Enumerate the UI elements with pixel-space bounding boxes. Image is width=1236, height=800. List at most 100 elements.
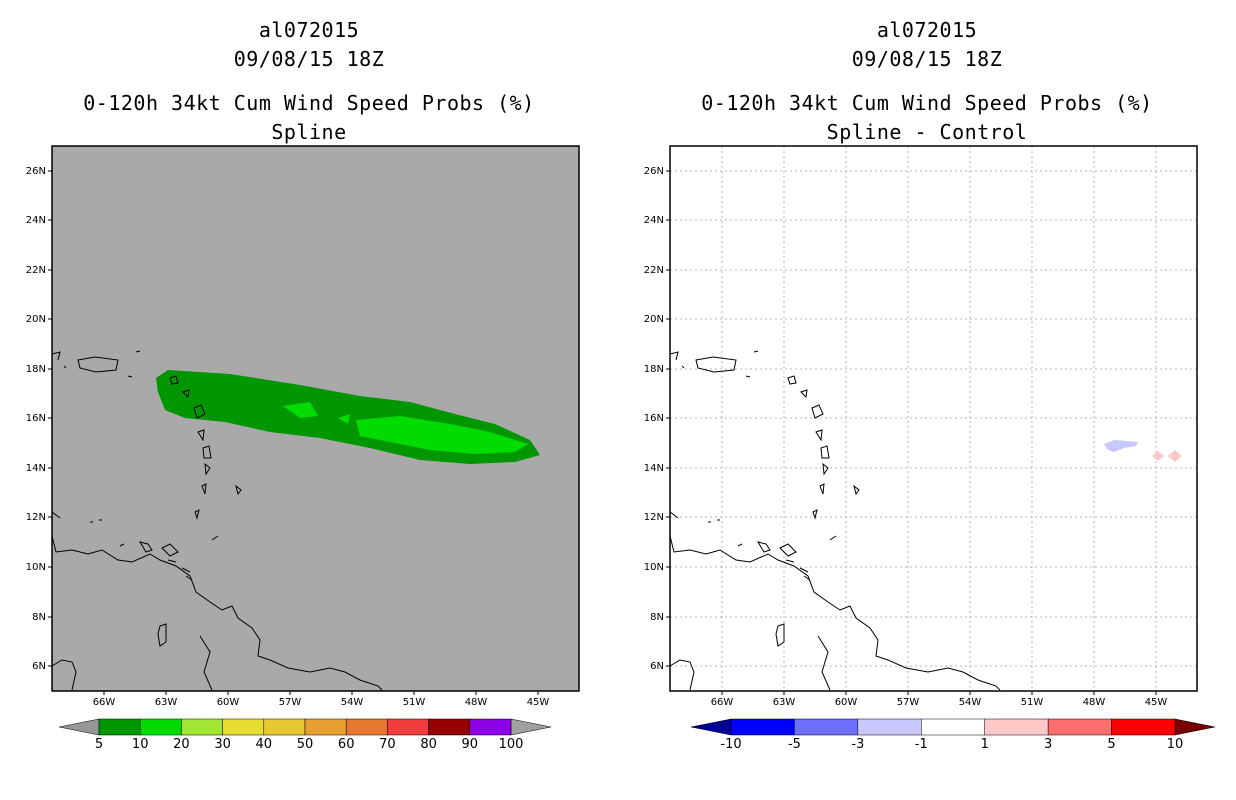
lat-label: 24N [26, 215, 46, 226]
positive-diff-patch-2 [1168, 450, 1182, 462]
colorbar-label: 100 [499, 737, 524, 752]
lat-label: 24N [644, 215, 664, 226]
lat-label: 10N [644, 562, 664, 573]
lat-label: 8N [32, 612, 46, 623]
colorbar-label: -5 [788, 737, 801, 752]
colorbar-swatch [345, 718, 388, 736]
lat-label: 20N [644, 314, 664, 325]
right-map-svg: 26N 24N 22N 20N 18N 16N 14N 12N 10N 8N 6N 66W 63W 60… [644, 145, 1216, 752]
longitude-axis: 66W 63W 60W 57W 54W 51W 48W 45W [93, 691, 549, 708]
lon-label: 57W [279, 697, 302, 708]
lat-label: 14N [644, 463, 664, 474]
colorbar-swatch [139, 718, 182, 736]
colorbar-label: 50 [297, 737, 314, 752]
map-background [670, 146, 1197, 691]
colorbar-label: 40 [256, 737, 273, 752]
lat-label: 6N [650, 661, 664, 672]
lat-label: 20N [26, 314, 46, 325]
grid-lines [670, 146, 1197, 691]
colorbar-label: 5 [95, 737, 103, 752]
probability-colorbar: 5 10 20 30 40 50 60 70 80 90 100 [58, 718, 552, 752]
lon-label: 60W [217, 697, 240, 708]
colorbar-swatch [921, 718, 985, 736]
colorbar-swatch [181, 718, 223, 736]
colorbar-swatch [304, 718, 347, 736]
colorbar-label: 20 [173, 737, 190, 752]
right-map-panel: al072015 09/08/15 18Z 0-120h 34kt Cum Wi… [618, 0, 1236, 800]
lat-label: 14N [26, 463, 46, 474]
colorbar-under-arrow [58, 718, 100, 736]
lat-label: 18N [644, 364, 664, 375]
colorbar-swatch [428, 718, 471, 736]
lat-label: 8N [650, 612, 664, 623]
colorbar-label: 5 [1107, 737, 1115, 752]
colorbar-label: 10 [132, 737, 149, 752]
subtitle: Spline [271, 120, 347, 144]
colorbar-label: -10 [720, 737, 741, 752]
colorbar-label: 90 [462, 737, 479, 752]
datetime-title: 09/08/15 18Z [851, 47, 1003, 71]
lon-label: 54W [341, 697, 364, 708]
colorbar-label: 1 [981, 737, 989, 752]
storm-id-title: al072015 [876, 18, 978, 42]
colorbar-label: 3 [1044, 737, 1052, 752]
lon-label: 51W [1021, 697, 1044, 708]
difference-colorbar: -10 -5 -3 -1 1 3 5 10 [690, 718, 1216, 752]
colorbar-swatch [794, 718, 859, 736]
lat-label: 16N [644, 413, 664, 424]
colorbar-swatch [387, 718, 429, 736]
lat-label: 12N [26, 512, 46, 523]
product-title: 0-120h 34kt Cum Wind Speed Probs (%) [701, 91, 1153, 115]
lon-label: 66W [711, 697, 734, 708]
colorbar-swatch [857, 718, 922, 736]
colorbar-swatch [222, 718, 265, 736]
colorbar-label: 60 [338, 737, 355, 752]
lat-label: 22N [644, 265, 664, 276]
latitude-axis: 26N 24N 22N 20N 18N 16N 14N 12N 10N 8N 6N [644, 166, 670, 672]
colorbar-under-arrow [690, 718, 732, 736]
lon-label: 48W [1083, 697, 1106, 708]
coastlines [669, 350, 1001, 691]
lon-label: 48W [465, 697, 488, 708]
lon-label: 63W [155, 697, 178, 708]
lat-label: 16N [26, 413, 46, 424]
datetime-title: 09/08/15 18Z [233, 47, 385, 71]
colorbar-swatch [1047, 718, 1112, 736]
colorbar-label: -3 [851, 737, 864, 752]
colorbar-swatch [98, 718, 141, 736]
colorbar-swatch [469, 718, 512, 736]
lat-label: 26N [26, 166, 46, 177]
lat-label: 18N [26, 364, 46, 375]
lon-label: 51W [403, 697, 426, 708]
longitude-axis: 66W 63W 60W 57W 54W 51W 48W 45W [711, 691, 1168, 708]
colorbar-label: 80 [420, 737, 437, 752]
lon-label: 60W [835, 697, 858, 708]
colorbar-swatch [984, 718, 1049, 736]
left-map-panel: al072015 09/08/15 18Z 0-120h 34kt Cum Wi… [26, 18, 580, 752]
swath-20-plus [283, 402, 528, 454]
lat-label: 26N [644, 166, 664, 177]
colorbar-label: 10 [1167, 737, 1184, 752]
product-title: 0-120h 34kt Cum Wind Speed Probs (%) [83, 91, 535, 115]
lon-label: 45W [1145, 697, 1168, 708]
colorbar-label: -1 [915, 737, 928, 752]
colorbar-swatch [730, 718, 795, 736]
lon-label: 63W [773, 697, 796, 708]
lon-label: 54W [959, 697, 982, 708]
lat-label: 10N [26, 562, 46, 573]
colorbar-label: 30 [214, 737, 231, 752]
lon-label: 66W [93, 697, 116, 708]
colorbar-swatch [263, 718, 306, 736]
latitude-axis: 26N 24N 22N 20N 18N 16N 14N 12N 10N 8N 6N [26, 166, 52, 672]
coastlines [51, 350, 383, 691]
lon-label: 57W [897, 697, 920, 708]
subtitle: Spline - Control [826, 120, 1028, 144]
negative-diff-patch [1104, 440, 1138, 452]
lat-label: 6N [32, 661, 46, 672]
colorbar-over-arrow [510, 718, 552, 736]
positive-diff-patch-1 [1152, 451, 1164, 461]
lat-label: 12N [644, 512, 664, 523]
colorbar-label: 70 [379, 737, 396, 752]
left-map-svg: 26N 24N 22N 20N 18N 16N 14N 12N 10N 8N 6N 66W 63W 60… [26, 145, 580, 752]
probability-swath [156, 370, 540, 464]
